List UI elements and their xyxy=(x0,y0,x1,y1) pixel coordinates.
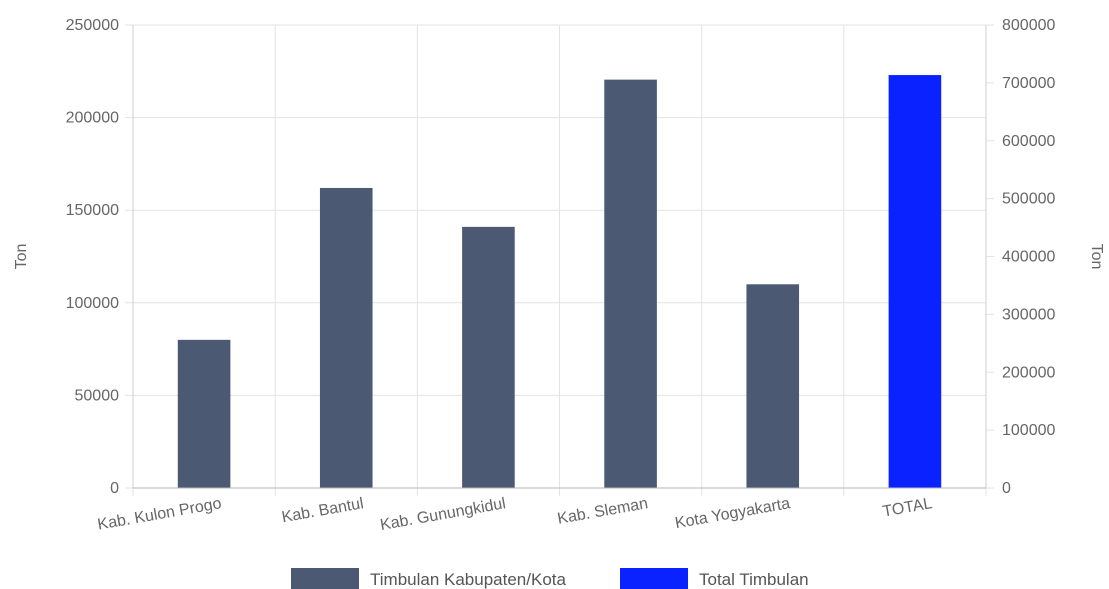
legend-swatch xyxy=(620,568,688,589)
right-axis-ticks: 0 100000 200000 300000 400000 500000 600000 700… xyxy=(1002,17,1055,497)
bar-timbulan-kabupaten-kota xyxy=(177,339,231,488)
bars xyxy=(177,75,942,489)
left-tick-label: 50000 xyxy=(75,387,120,404)
right-tick-label: 600000 xyxy=(1002,133,1055,150)
legend-label: Timbulan Kabupaten/Kota xyxy=(370,570,566,589)
bar-total-timbulan xyxy=(888,75,942,488)
right-tick-label: 0 xyxy=(1002,480,1011,497)
x-tick-label: Kab. Sleman xyxy=(556,495,649,528)
x-tick-label: Kab. Bantul xyxy=(281,495,365,526)
right-tick-label: 500000 xyxy=(1002,191,1055,208)
right-tick-label: 700000 xyxy=(1002,75,1055,92)
x-tick-label: TOTAL xyxy=(881,495,933,520)
left-axis-ticks: 0 50000 100000 150000 200000 250000 xyxy=(66,17,119,497)
left-tick-label: 150000 xyxy=(66,202,119,219)
legend-swatch xyxy=(291,568,359,589)
left-tick-label: 100000 xyxy=(66,295,119,312)
left-tick-label: 250000 xyxy=(66,17,119,34)
left-tick-label: 0 xyxy=(110,480,119,497)
right-tick-label: 200000 xyxy=(1002,364,1055,381)
x-tick-label: Kab. Gunungkidul xyxy=(379,495,507,534)
grid xyxy=(125,24,987,496)
bar-timbulan-kabupaten-kota xyxy=(462,226,515,489)
x-axis-ticks: Kab. Kulon Progo Kab. Bantul Kab. Gunungki… xyxy=(96,495,933,534)
right-tick-label: 100000 xyxy=(1002,422,1055,439)
legend: Timbulan Kabupaten/Kota Total Timbulan xyxy=(291,568,809,589)
right-axis-title: Ton xyxy=(1088,244,1105,270)
bar-timbulan-kabupaten-kota xyxy=(604,79,657,488)
legend-label: Total Timbulan xyxy=(699,570,809,589)
x-tick-label: Kota Yogyakarta xyxy=(674,495,792,532)
axes xyxy=(132,24,994,489)
left-tick-label: 200000 xyxy=(66,110,119,127)
x-tick-label: Kab. Kulon Progo xyxy=(96,495,223,534)
bar-timbulan-kabupaten-kota xyxy=(319,187,373,488)
right-tick-label: 800000 xyxy=(1002,17,1055,34)
bar-timbulan-kabupaten-kota xyxy=(746,284,800,488)
left-axis-title: Ton xyxy=(13,244,30,270)
right-tick-label: 400000 xyxy=(1002,249,1055,266)
right-tick-label: 300000 xyxy=(1002,306,1055,323)
